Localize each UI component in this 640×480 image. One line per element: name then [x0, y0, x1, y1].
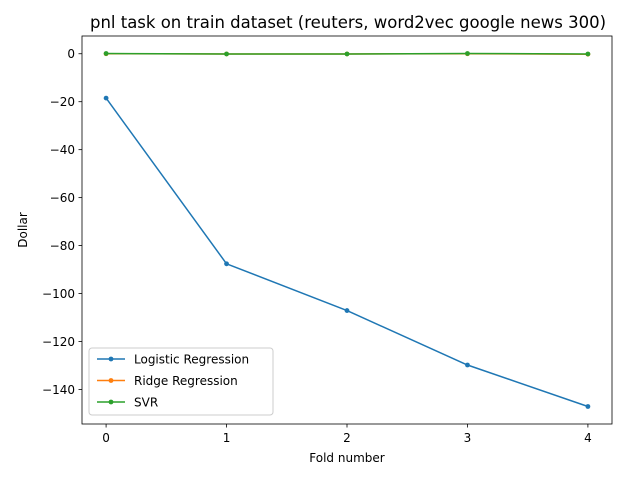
legend-marker	[108, 356, 114, 362]
y-tick-label: 0	[67, 47, 75, 61]
legend-label: Logistic Regression	[134, 352, 249, 366]
data-point-logistic-regression	[585, 404, 591, 409]
legend: Logistic Regression Ridge Regression SVR	[88, 347, 274, 416]
legend-label: SVR	[134, 395, 158, 409]
series-svr	[103, 51, 591, 57]
data-point-svr	[103, 51, 109, 56]
data-point-logistic-regression	[344, 308, 350, 313]
data-point-logistic-regression	[103, 95, 109, 101]
data-point-logistic-regression	[224, 261, 229, 267]
x-axis-ticks: 0 1 2 3 4	[102, 424, 592, 445]
series-layer	[103, 51, 591, 409]
x-tick-label: 0	[102, 431, 110, 445]
y-tick-label: −100	[42, 287, 75, 301]
data-point-svr	[465, 51, 470, 56]
data-point-logistic-regression	[465, 362, 470, 368]
x-tick-label: 1	[223, 431, 231, 445]
y-tick-label: −140	[42, 383, 75, 397]
chart-title: pnl task on train dataset (reuters, word…	[90, 13, 606, 32]
x-tick-label: 4	[584, 431, 592, 445]
x-axis-label: Fold number	[309, 451, 384, 465]
legend-marker	[108, 399, 114, 405]
data-point-svr	[224, 51, 229, 57]
legend-marker	[108, 378, 114, 383]
data-point-svr	[585, 51, 591, 57]
y-axis-label: Dollar	[16, 212, 30, 248]
data-point-svr	[344, 51, 350, 57]
legend-item: SVR	[97, 395, 158, 409]
y-tick-label: −40	[50, 143, 75, 157]
y-tick-label: −20	[50, 95, 75, 109]
legend-label: Ridge Regression	[134, 374, 238, 388]
x-tick-label: 3	[464, 431, 472, 445]
y-tick-label: −60	[50, 191, 75, 205]
series-logistic-regression	[103, 95, 591, 409]
legend-box	[88, 347, 274, 416]
y-tick-label: −80	[50, 239, 75, 253]
plot-frame	[81, 35, 613, 425]
x-tick-label: 2	[343, 431, 351, 445]
y-tick-label: −120	[42, 335, 75, 349]
y-axis-ticks: 0 −20 −40 −60 −80 −100 −120 −140	[42, 47, 82, 397]
legend-item: Logistic Regression	[97, 352, 249, 366]
legend-item: Ridge Regression	[97, 374, 238, 388]
